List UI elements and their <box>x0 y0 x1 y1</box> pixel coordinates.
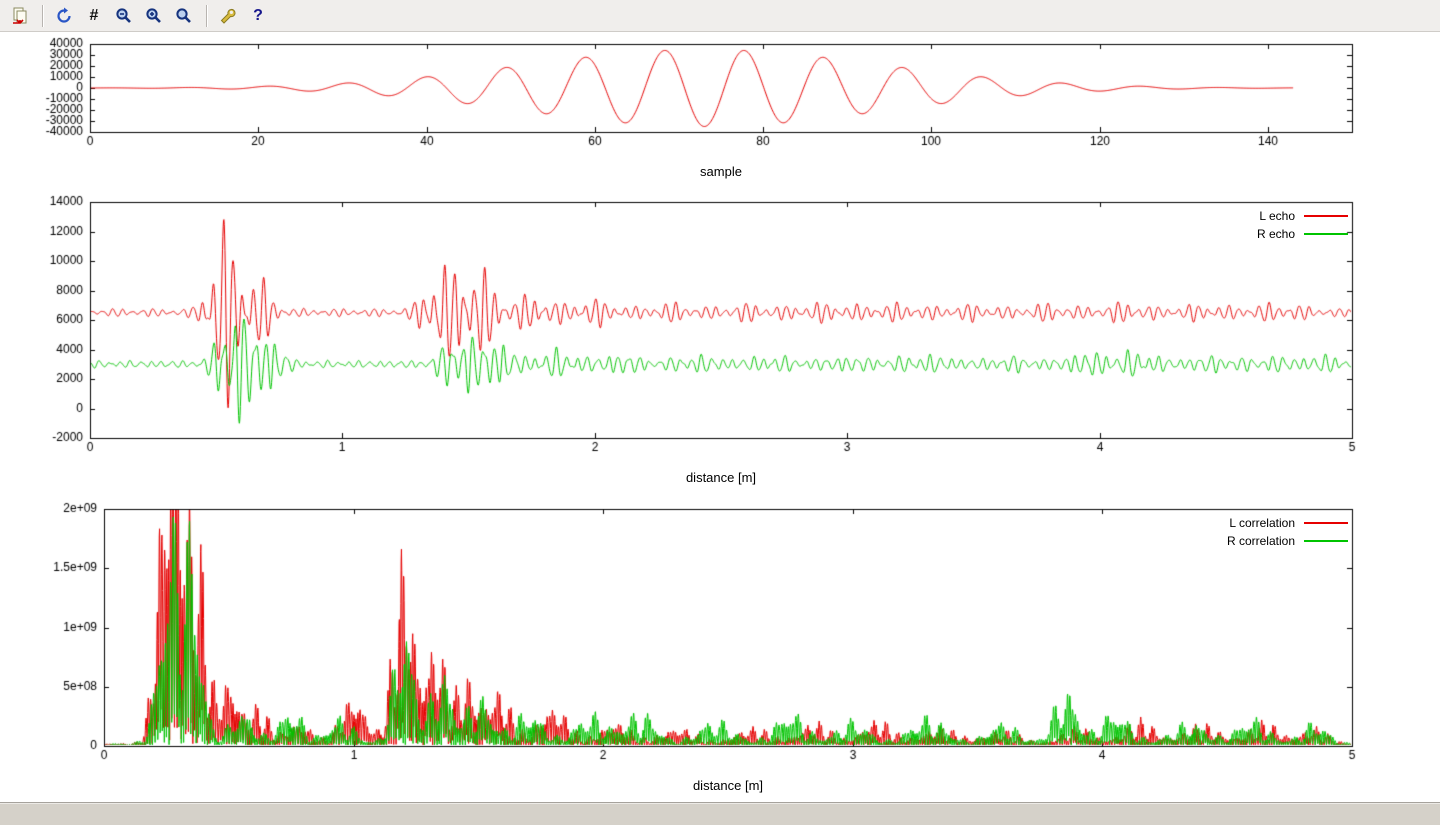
echo-legend: L echo R echo <box>1257 209 1348 241</box>
legend-label: L correlation <box>1229 516 1295 530</box>
legend-entry: L echo <box>1257 209 1348 223</box>
help-button[interactable]: ? <box>244 2 272 30</box>
legend-line-sample <box>1304 215 1348 217</box>
legend-entry: R echo <box>1257 227 1348 241</box>
legend-line-sample <box>1304 522 1348 524</box>
copy-icon <box>13 7 27 24</box>
correlation-xaxis-label: distance [m] <box>692 778 764 793</box>
correlation-legend: L correlation R correlation <box>1227 516 1348 548</box>
correlation-plot-canvas[interactable] <box>0 500 1440 764</box>
zoom-previous-icon <box>116 7 131 23</box>
toolbar: # <box>0 0 1440 32</box>
toolbar-separator <box>42 4 44 27</box>
toggle-grid-button[interactable]: # <box>80 2 108 30</box>
legend-entry: R correlation <box>1227 534 1348 548</box>
zoom-previous-button[interactable] <box>110 2 138 30</box>
wavelet-plot-canvas[interactable] <box>0 32 1440 152</box>
legend-label: R echo <box>1256 227 1295 241</box>
legend-line-sample <box>1304 540 1348 542</box>
autoscale-icon <box>176 7 191 23</box>
legend-line-sample <box>1304 233 1348 235</box>
zoom-next-button[interactable] <box>140 2 168 30</box>
legend-label: R correlation <box>1226 534 1295 548</box>
configure-button[interactable] <box>214 2 242 30</box>
toolbar-separator <box>206 4 208 27</box>
grid-icon: # <box>89 6 99 24</box>
autoscale-button[interactable] <box>170 2 198 30</box>
legend-label: L echo <box>1259 209 1295 223</box>
refresh-icon <box>57 7 71 23</box>
echo-xaxis-label: distance [m] <box>685 470 757 485</box>
status-bar <box>0 802 1440 825</box>
echo-plot-canvas[interactable] <box>0 195 1440 457</box>
legend-entry: L correlation <box>1227 516 1348 530</box>
wrench-icon <box>220 8 236 24</box>
replot-button[interactable] <box>50 2 78 30</box>
copy-to-clipboard-button[interactable] <box>6 2 34 30</box>
help-icon: ? <box>253 6 263 24</box>
zoom-next-icon <box>146 7 161 23</box>
wavelet-xaxis-label: sample <box>700 164 742 179</box>
